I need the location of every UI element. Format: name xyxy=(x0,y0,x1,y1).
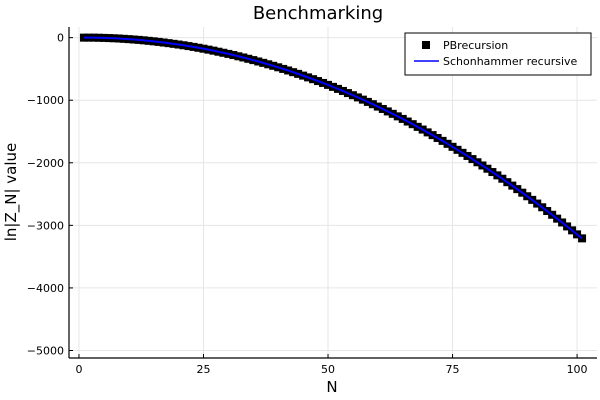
series-layer xyxy=(79,33,587,243)
y-tick-label: −4000 xyxy=(27,282,64,295)
ticks: 0 25 50 75 100 0 −1000 −2000 −3000 −4000 −5000 xyxy=(27,32,588,376)
y-axis-title: ln|Z_N| value xyxy=(2,143,21,242)
y-tick-label: 0 xyxy=(57,32,64,45)
legend-marker-pbrecursion xyxy=(422,41,430,49)
x-tick-label: 75 xyxy=(446,363,460,376)
y-tick-label: −5000 xyxy=(27,344,64,357)
legend-label-schonhammer: Schonhammer recursive xyxy=(443,55,578,68)
series-line-schonhammer-recursive xyxy=(83,36,583,240)
data-point xyxy=(578,234,587,243)
x-tick-label: 50 xyxy=(321,363,335,376)
axes xyxy=(68,27,597,359)
chart-title: Benchmarking xyxy=(253,3,383,24)
y-tick-label: −3000 xyxy=(27,219,64,232)
x-tick-label: 100 xyxy=(567,363,588,376)
x-axis-title: N xyxy=(326,378,337,396)
legend-label-pbrecursion: PBrecursion xyxy=(443,39,508,52)
y-tick-label: −2000 xyxy=(27,157,64,170)
x-tick-label: 25 xyxy=(196,363,210,376)
x-tick-label: 0 xyxy=(75,363,82,376)
legend-box xyxy=(404,32,592,76)
legend: PBrecursion Schonhammer recursive xyxy=(404,32,592,76)
y-tick-label: −1000 xyxy=(27,94,64,107)
